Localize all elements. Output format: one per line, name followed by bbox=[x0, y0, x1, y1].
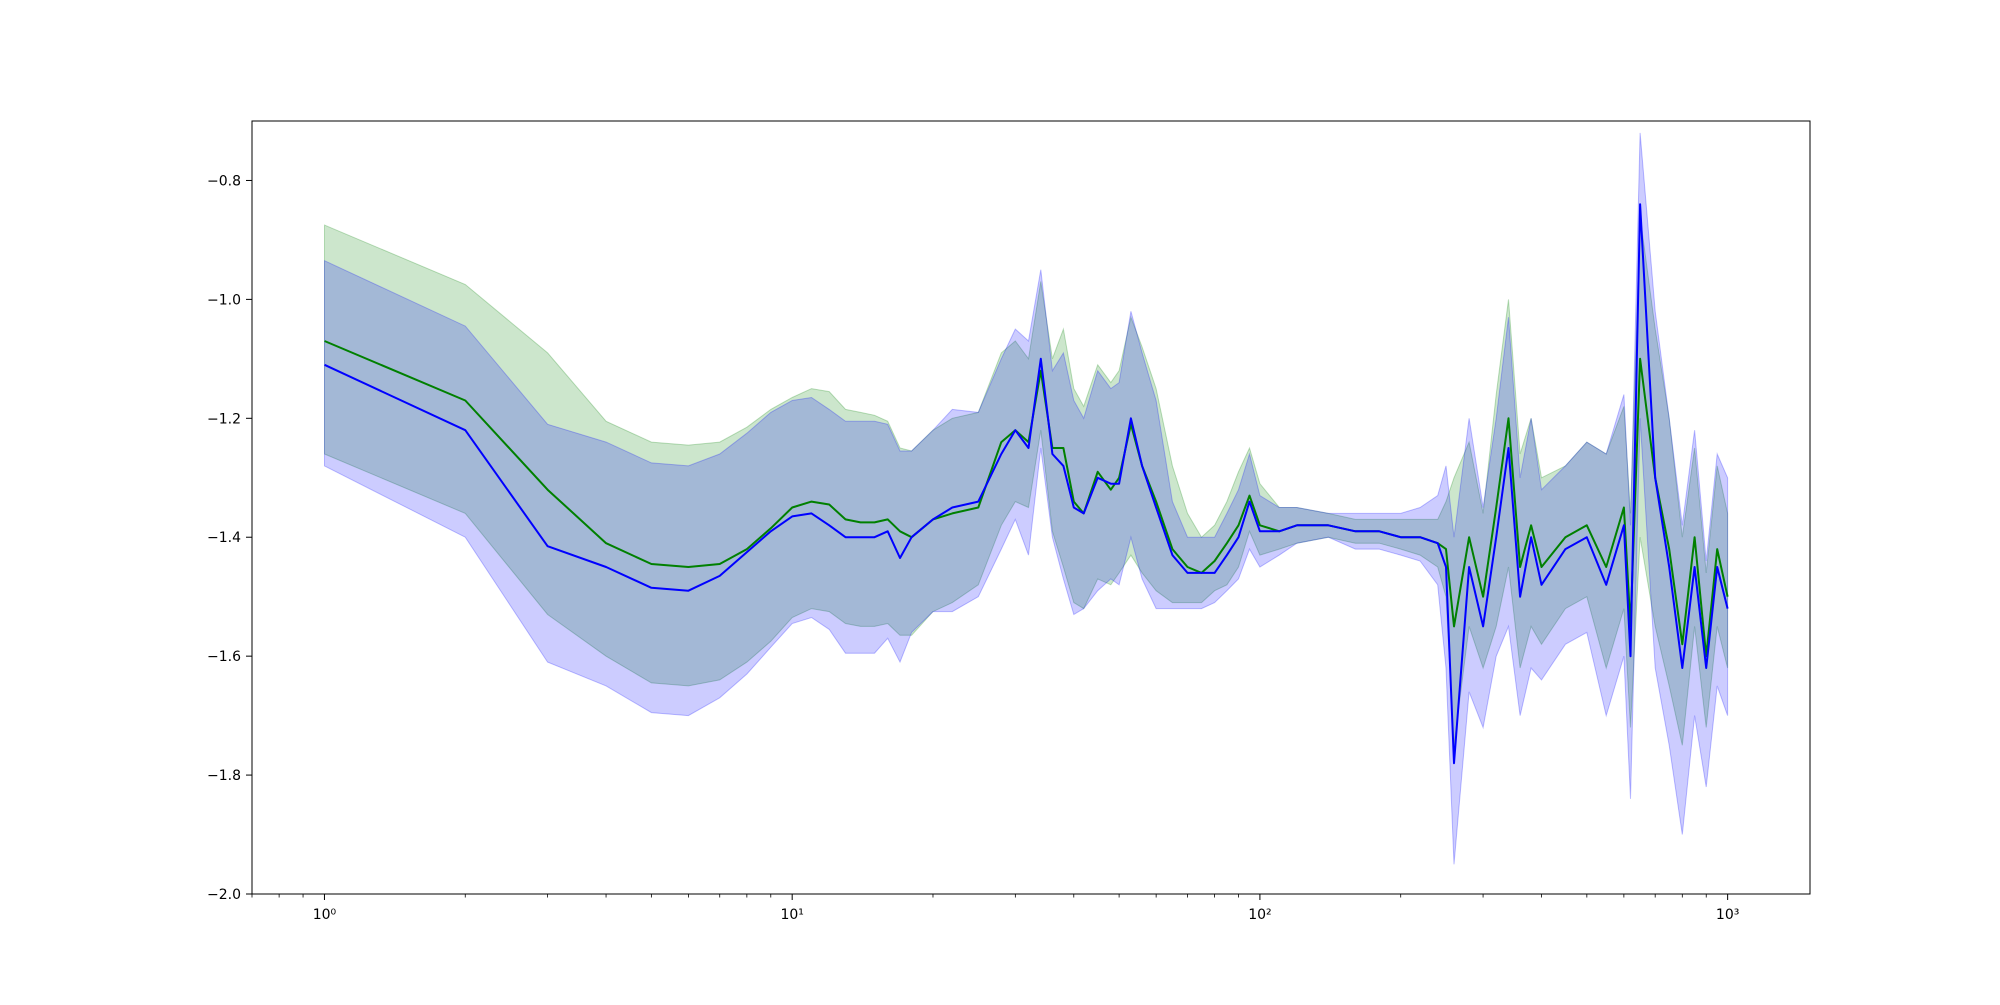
y-tick-label: −1.0 bbox=[207, 292, 241, 308]
axes-layer: −2.0 −1.8 −1.6 −1.4 −1.2 −1.0 −0.8 10⁰ 10¹ 10² 10³ bbox=[207, 120, 1811, 923]
x-tick-label: 10¹ bbox=[780, 907, 803, 923]
y-tick-label: −1.6 bbox=[207, 649, 241, 665]
y-tick-label: −1.2 bbox=[207, 411, 241, 427]
x-tick-label: 10⁰ bbox=[313, 907, 337, 923]
y-tick-label: −1.4 bbox=[207, 530, 241, 546]
lines-layer bbox=[324, 203, 1729, 765]
y-tick-label: −2.0 bbox=[207, 887, 241, 903]
series-0-line bbox=[324, 340, 1729, 658]
bands-layer bbox=[324, 132, 1729, 865]
x-tick-label: 10³ bbox=[1716, 907, 1739, 923]
plot-frame bbox=[251, 120, 1811, 895]
x-tick-label: 10² bbox=[1248, 907, 1271, 923]
series-1-band bbox=[324, 132, 1729, 865]
series-1-line bbox=[324, 203, 1729, 765]
series-0-band bbox=[324, 216, 1729, 746]
y-tick-label: −0.8 bbox=[207, 173, 241, 189]
y-tick-label: −1.8 bbox=[207, 768, 241, 784]
